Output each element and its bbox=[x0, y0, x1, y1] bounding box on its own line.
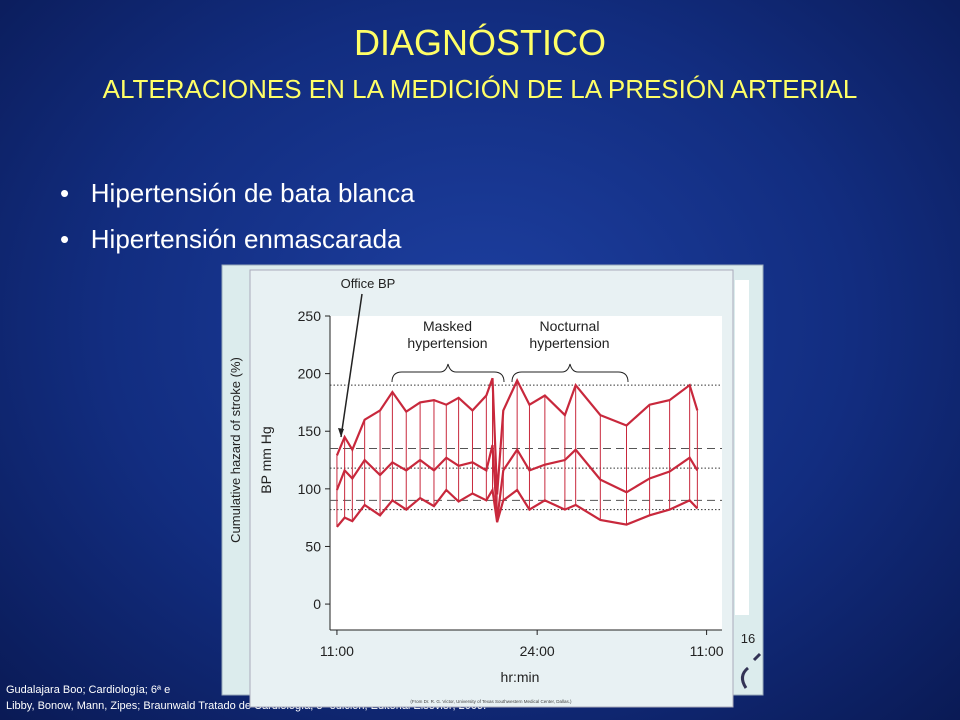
bullet: • Hipertensión de bata blanca bbox=[60, 178, 415, 208]
y-tick-label: 250 bbox=[298, 308, 322, 324]
y-tick-label: 150 bbox=[298, 423, 322, 439]
reference: Gudalajara Boo; Cardiología; 6ª e bbox=[6, 684, 171, 696]
y-tick-label: 200 bbox=[298, 366, 322, 382]
bullet: • Hipertensión enmascarada bbox=[60, 224, 402, 254]
bp-line bbox=[335, 377, 699, 495]
slide-title: DIAGNÓSTICO bbox=[353, 22, 607, 63]
slide-subtitle: ALTERACIONES EN LA MEDICIÓN DE LA PRESIÓ… bbox=[102, 74, 858, 104]
background-plot bbox=[735, 280, 749, 615]
y-axis-label: BP mm Hg bbox=[258, 426, 274, 493]
arrowhead bbox=[338, 428, 344, 437]
annotation: Nocturnal hypertension bbox=[529, 318, 610, 351]
background-x-tick: 16 bbox=[741, 631, 755, 646]
annotation: Office BP bbox=[341, 276, 396, 291]
brace bbox=[391, 363, 505, 383]
bp-line bbox=[335, 444, 699, 521]
arrow bbox=[340, 293, 363, 438]
y-tick-label: 100 bbox=[298, 481, 322, 497]
y-tick-label: 50 bbox=[305, 538, 321, 554]
y-tick-label: 0 bbox=[313, 596, 321, 612]
x-axis-label: hr:min bbox=[501, 669, 540, 685]
brace bbox=[511, 363, 629, 383]
background-y-label: Cumulative hazard of stroke (%) bbox=[228, 357, 243, 543]
bp-line bbox=[336, 486, 699, 528]
bullet-text: Hipertensión de bata blanca bbox=[90, 178, 415, 208]
bullet-text: Hipertensión enmascarada bbox=[90, 224, 402, 254]
x-tick-label: 11:00 bbox=[320, 643, 354, 659]
annotation: Masked hypertension bbox=[407, 318, 488, 351]
x-tick-label: 24:00 bbox=[520, 643, 555, 659]
credit: (From Dr. R. G. Victor, University of Te… bbox=[410, 699, 572, 704]
plot-area bbox=[330, 316, 722, 630]
x-tick-label: 11:00 bbox=[690, 643, 724, 659]
